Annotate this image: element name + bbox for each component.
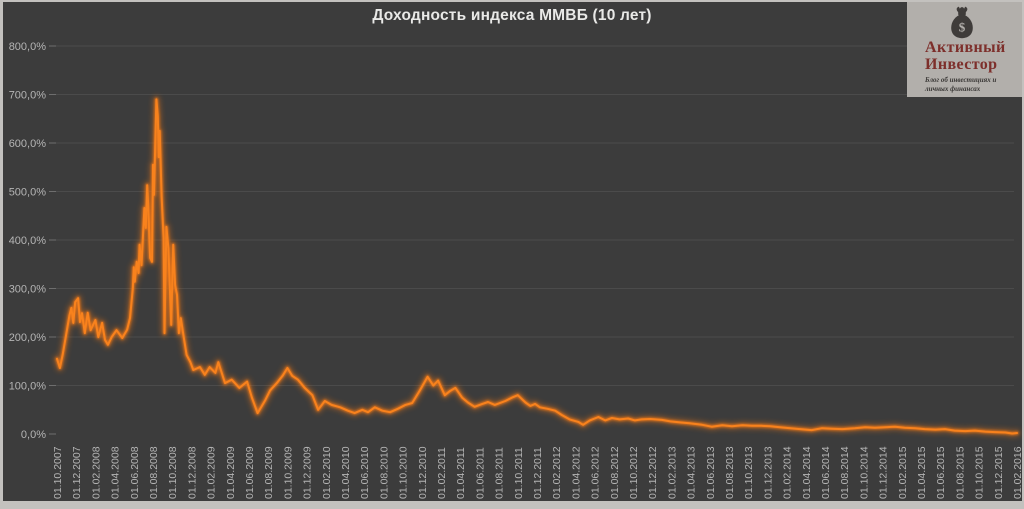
x-tick-label: 01.04.2012 — [570, 446, 582, 499]
x-tick-label: 01.04.2008 — [110, 446, 122, 499]
x-tick-label: 01.02.2008 — [90, 446, 102, 499]
x-tick-label: 01.04.2011 — [455, 447, 467, 499]
x-tick-label: 01.06.2012 — [590, 446, 602, 499]
frame-border-left — [0, 0, 3, 509]
x-tick-label: 01.08.2014 — [839, 446, 851, 499]
y-axis-ticks — [49, 45, 56, 435]
x-tick-label: 01.12.2007 — [71, 446, 83, 499]
x-tick-label: 01.08.2010 — [378, 446, 390, 499]
frame-border-top — [0, 0, 1024, 2]
x-tick-label: 01.06.2014 — [820, 446, 832, 499]
x-tick-label: 01.04.2009 — [225, 446, 237, 499]
x-tick-label: 01.12.2015 — [993, 446, 1005, 499]
y-tick-label: 0,0% — [21, 429, 46, 441]
x-tick-label: 01.12.2013 — [762, 446, 774, 499]
x-tick-label: 01.06.2011 — [474, 447, 486, 499]
x-tick-label: 01.12.2014 — [878, 446, 890, 499]
x-tick-label: 01.04.2013 — [686, 446, 698, 499]
logo-name-line1: Активный — [925, 39, 1006, 56]
gridlines — [55, 45, 1014, 386]
y-tick-label: 200,0% — [9, 332, 47, 344]
x-tick-label: 01.08.2009 — [263, 446, 275, 499]
x-tick-label: 01.12.2012 — [647, 446, 659, 499]
money-bag-icon: $ — [945, 5, 979, 39]
logo-tagline-line1: Блог об инвестициях и — [925, 75, 997, 84]
x-tick-label: 01.02.2015 — [897, 446, 909, 499]
x-tick-label: 01.04.2015 — [916, 446, 928, 499]
series-line-inner-glow — [55, 97, 1019, 436]
x-tick-label: 01.10.2012 — [628, 446, 640, 499]
x-tick-label: 01.10.2008 — [167, 446, 179, 499]
x-tick-label: 01.10.2014 — [858, 446, 870, 499]
dollar-sign: $ — [959, 19, 966, 34]
logo-tagline: Блог об инвестициях и личных финансах — [925, 76, 1022, 94]
x-tick-label: 01.10.2011 — [513, 447, 525, 499]
x-tick-label: 01.06.2009 — [244, 446, 256, 499]
x-tick-label: 01.06.2013 — [705, 446, 717, 499]
x-tick-label: 01.12.2010 — [417, 446, 429, 499]
x-tick-label: 01.08.2011 — [494, 447, 506, 499]
x-tick-label: 01.02.2014 — [782, 446, 794, 499]
x-tick-label: 01.08.2012 — [609, 446, 621, 499]
x-tick-label: 01.04.2014 — [801, 446, 813, 499]
x-tick-label: 01.10.2013 — [743, 446, 755, 499]
x-tick-label: 01.02.2011 — [436, 447, 448, 499]
x-tick-label: 01.06.2010 — [359, 446, 371, 499]
x-tick-label: 01.12.2011 — [532, 447, 544, 499]
frame-border-right — [1022, 0, 1024, 509]
x-tick-label: 01.12.2008 — [186, 446, 198, 499]
x-tick-label: 01.10.2010 — [398, 446, 410, 499]
logo-tagline-line2: личных финансах — [925, 84, 981, 93]
x-tick-label: 01.08.2008 — [148, 446, 160, 499]
x-axis-labels: 01.10.2007 01.12.2007 01.02.2008 01.04.2008… — [52, 446, 1024, 499]
series-line-main — [56, 98, 1018, 435]
x-tick-label: 01.06.2015 — [935, 446, 947, 499]
x-tick-label: 01.10.2009 — [282, 446, 294, 499]
x-tick-label: 01.10.2015 — [974, 446, 986, 499]
x-tick-label: 01.06.2008 — [129, 446, 141, 499]
logo-name-line2: Инвестор — [925, 56, 998, 74]
y-tick-label: 100,0% — [9, 381, 47, 393]
y-tick-label: 400,0% — [9, 235, 47, 247]
x-tick-label: 01.08.2015 — [954, 446, 966, 499]
series-line-outer-glow — [53, 95, 1021, 437]
y-tick-label: 700,0% — [9, 90, 47, 102]
y-tick-label: 800,0% — [9, 41, 47, 53]
y-tick-label: 500,0% — [9, 187, 47, 199]
x-tick-label: 01.02.2013 — [666, 446, 678, 499]
frame-border-bottom — [0, 501, 1024, 509]
y-tick-label: 600,0% — [9, 138, 47, 150]
x-tick-label: 01.02.2012 — [551, 446, 563, 499]
y-axis-labels: 0,0% 100,0% 200,0% 300,0% 400,0% 500,0% 600,0%… — [9, 41, 47, 441]
chart-title: Доходность индекса ММВБ (10 лет) — [372, 7, 652, 24]
series-line — [53, 95, 1021, 437]
logo-panel: $ Активный Инвестор Блог об инвестициях … — [907, 2, 1022, 97]
x-tick-label: 01.12.2009 — [302, 446, 314, 499]
x-tick-label: 01.02.2010 — [321, 446, 333, 499]
x-tick-label: 01.02.2016 — [1012, 446, 1024, 499]
x-tick-label: 01.08.2013 — [724, 446, 736, 499]
x-tick-label: 01.02.2009 — [206, 446, 218, 499]
y-tick-label: 300,0% — [9, 284, 47, 296]
x-tick-label: 01.04.2010 — [340, 446, 352, 499]
x-tick-label: 01.10.2007 — [52, 446, 64, 499]
